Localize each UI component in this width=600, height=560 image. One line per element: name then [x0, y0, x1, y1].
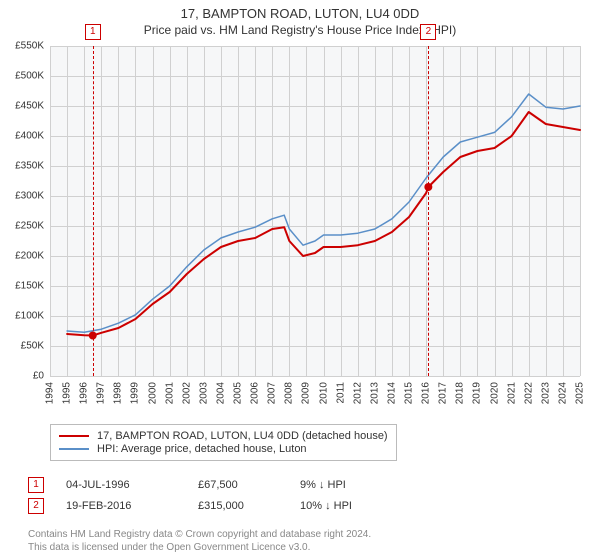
line-series-property — [67, 112, 580, 336]
legend-swatch-property — [59, 435, 89, 437]
y-tick-label: £150K — [15, 281, 44, 292]
gridline-vertical — [580, 46, 581, 376]
x-tick-label: 2012 — [352, 382, 363, 404]
x-tick-label: 2004 — [215, 382, 226, 404]
x-tick-label: 2005 — [233, 382, 244, 404]
x-tick-label: 2008 — [284, 382, 295, 404]
x-tick-label: 2018 — [455, 382, 466, 404]
x-tick-label: 2003 — [198, 382, 209, 404]
chart-container: { "title_line1": "17, BAMPTON ROAD, LUTO… — [0, 0, 600, 560]
x-tick-label: 2019 — [472, 382, 483, 404]
sale-date: 19-FEB-2016 — [66, 500, 176, 512]
x-tick-label: 2013 — [369, 382, 380, 404]
x-tick-label: 2000 — [147, 382, 158, 404]
attribution: Contains HM Land Registry data © Crown c… — [28, 529, 371, 554]
x-tick-label: 1996 — [79, 382, 90, 404]
x-tick-label: 2020 — [489, 382, 500, 404]
x-tick-label: 1998 — [113, 382, 124, 404]
x-tick-label: 2006 — [250, 382, 261, 404]
y-tick-label: £100K — [15, 311, 44, 322]
legend: 17, BAMPTON ROAD, LUTON, LU4 0DD (detach… — [50, 424, 397, 461]
y-tick-label: £450K — [15, 101, 44, 112]
y-tick-label: £400K — [15, 131, 44, 142]
x-tick-label: 2024 — [557, 382, 568, 404]
x-tick-label: 2023 — [540, 382, 551, 404]
line-series-hpi — [67, 94, 580, 332]
attribution-line2: This data is licensed under the Open Gov… — [28, 542, 371, 555]
x-tick-label: 2017 — [438, 382, 449, 404]
sale-index-box: 1 — [28, 477, 44, 493]
sales-table: 1 04-JUL-1996 £67,500 9% ↓ HPI 2 19-FEB-… — [28, 472, 400, 519]
x-tick-label: 1995 — [62, 382, 73, 404]
table-row: 2 19-FEB-2016 £315,000 10% ↓ HPI — [28, 498, 400, 514]
legend-row-hpi: HPI: Average price, detached house, Luto… — [59, 443, 388, 455]
y-tick-label: £200K — [15, 251, 44, 262]
x-tick-label: 1997 — [96, 382, 107, 404]
sale-price: £315,000 — [198, 500, 278, 512]
reference-line — [428, 46, 429, 376]
x-tick-label: 2016 — [421, 382, 432, 404]
x-axis-ticks: 1994199519961997199819992000200120022003… — [50, 376, 580, 426]
reference-index-box: 1 — [85, 24, 101, 40]
y-axis-ticks: £0£50K£100K£150K£200K£250K£300K£350K£400… — [0, 46, 48, 376]
sale-index-box: 2 — [28, 498, 44, 514]
chart-title: 17, BAMPTON ROAD, LUTON, LU4 0DD — [0, 6, 600, 21]
y-tick-label: £500K — [15, 71, 44, 82]
x-tick-label: 2022 — [523, 382, 534, 404]
legend-label-property: 17, BAMPTON ROAD, LUTON, LU4 0DD (detach… — [97, 430, 388, 442]
chart-lines-svg — [50, 46, 580, 376]
sale-hpi-delta: 10% ↓ HPI — [300, 500, 400, 512]
legend-label-hpi: HPI: Average price, detached house, Luto… — [97, 443, 307, 455]
x-tick-label: 2002 — [181, 382, 192, 404]
x-tick-label: 2014 — [386, 382, 397, 404]
x-tick-label: 1999 — [130, 382, 141, 404]
sale-date: 04-JUL-1996 — [66, 479, 176, 491]
y-tick-label: £350K — [15, 161, 44, 172]
y-tick-label: £550K — [15, 41, 44, 52]
plot-area: 12 — [50, 46, 580, 376]
x-tick-label: 2021 — [506, 382, 517, 404]
legend-swatch-hpi — [59, 448, 89, 450]
x-tick-label: 2001 — [164, 382, 175, 404]
x-tick-label: 2010 — [318, 382, 329, 404]
y-tick-label: £250K — [15, 221, 44, 232]
x-tick-label: 2011 — [335, 382, 346, 404]
y-tick-label: £0 — [33, 371, 44, 382]
x-tick-label: 1994 — [45, 382, 56, 404]
y-tick-label: £300K — [15, 191, 44, 202]
legend-row-property: 17, BAMPTON ROAD, LUTON, LU4 0DD (detach… — [59, 430, 388, 442]
x-tick-label: 2025 — [575, 382, 586, 404]
x-tick-label: 2009 — [301, 382, 312, 404]
sale-hpi-delta: 9% ↓ HPI — [300, 479, 400, 491]
y-tick-label: £50K — [21, 341, 44, 352]
reference-index-box: 2 — [420, 24, 436, 40]
x-tick-label: 2007 — [267, 382, 278, 404]
sale-price: £67,500 — [198, 479, 278, 491]
reference-line — [93, 46, 94, 376]
table-row: 1 04-JUL-1996 £67,500 9% ↓ HPI — [28, 477, 400, 493]
x-tick-label: 2015 — [404, 382, 415, 404]
attribution-line1: Contains HM Land Registry data © Crown c… — [28, 529, 371, 542]
